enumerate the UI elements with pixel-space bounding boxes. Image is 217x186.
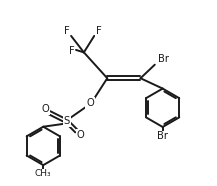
Text: F: F [96, 26, 102, 36]
Text: F: F [69, 46, 74, 56]
Text: O: O [76, 130, 84, 140]
Text: Br: Br [158, 54, 169, 64]
Text: S: S [64, 116, 70, 126]
Text: O: O [42, 104, 50, 114]
Text: Br: Br [157, 131, 168, 141]
Text: F: F [64, 26, 69, 36]
Text: O: O [86, 98, 94, 108]
Text: CH₃: CH₃ [35, 169, 52, 178]
